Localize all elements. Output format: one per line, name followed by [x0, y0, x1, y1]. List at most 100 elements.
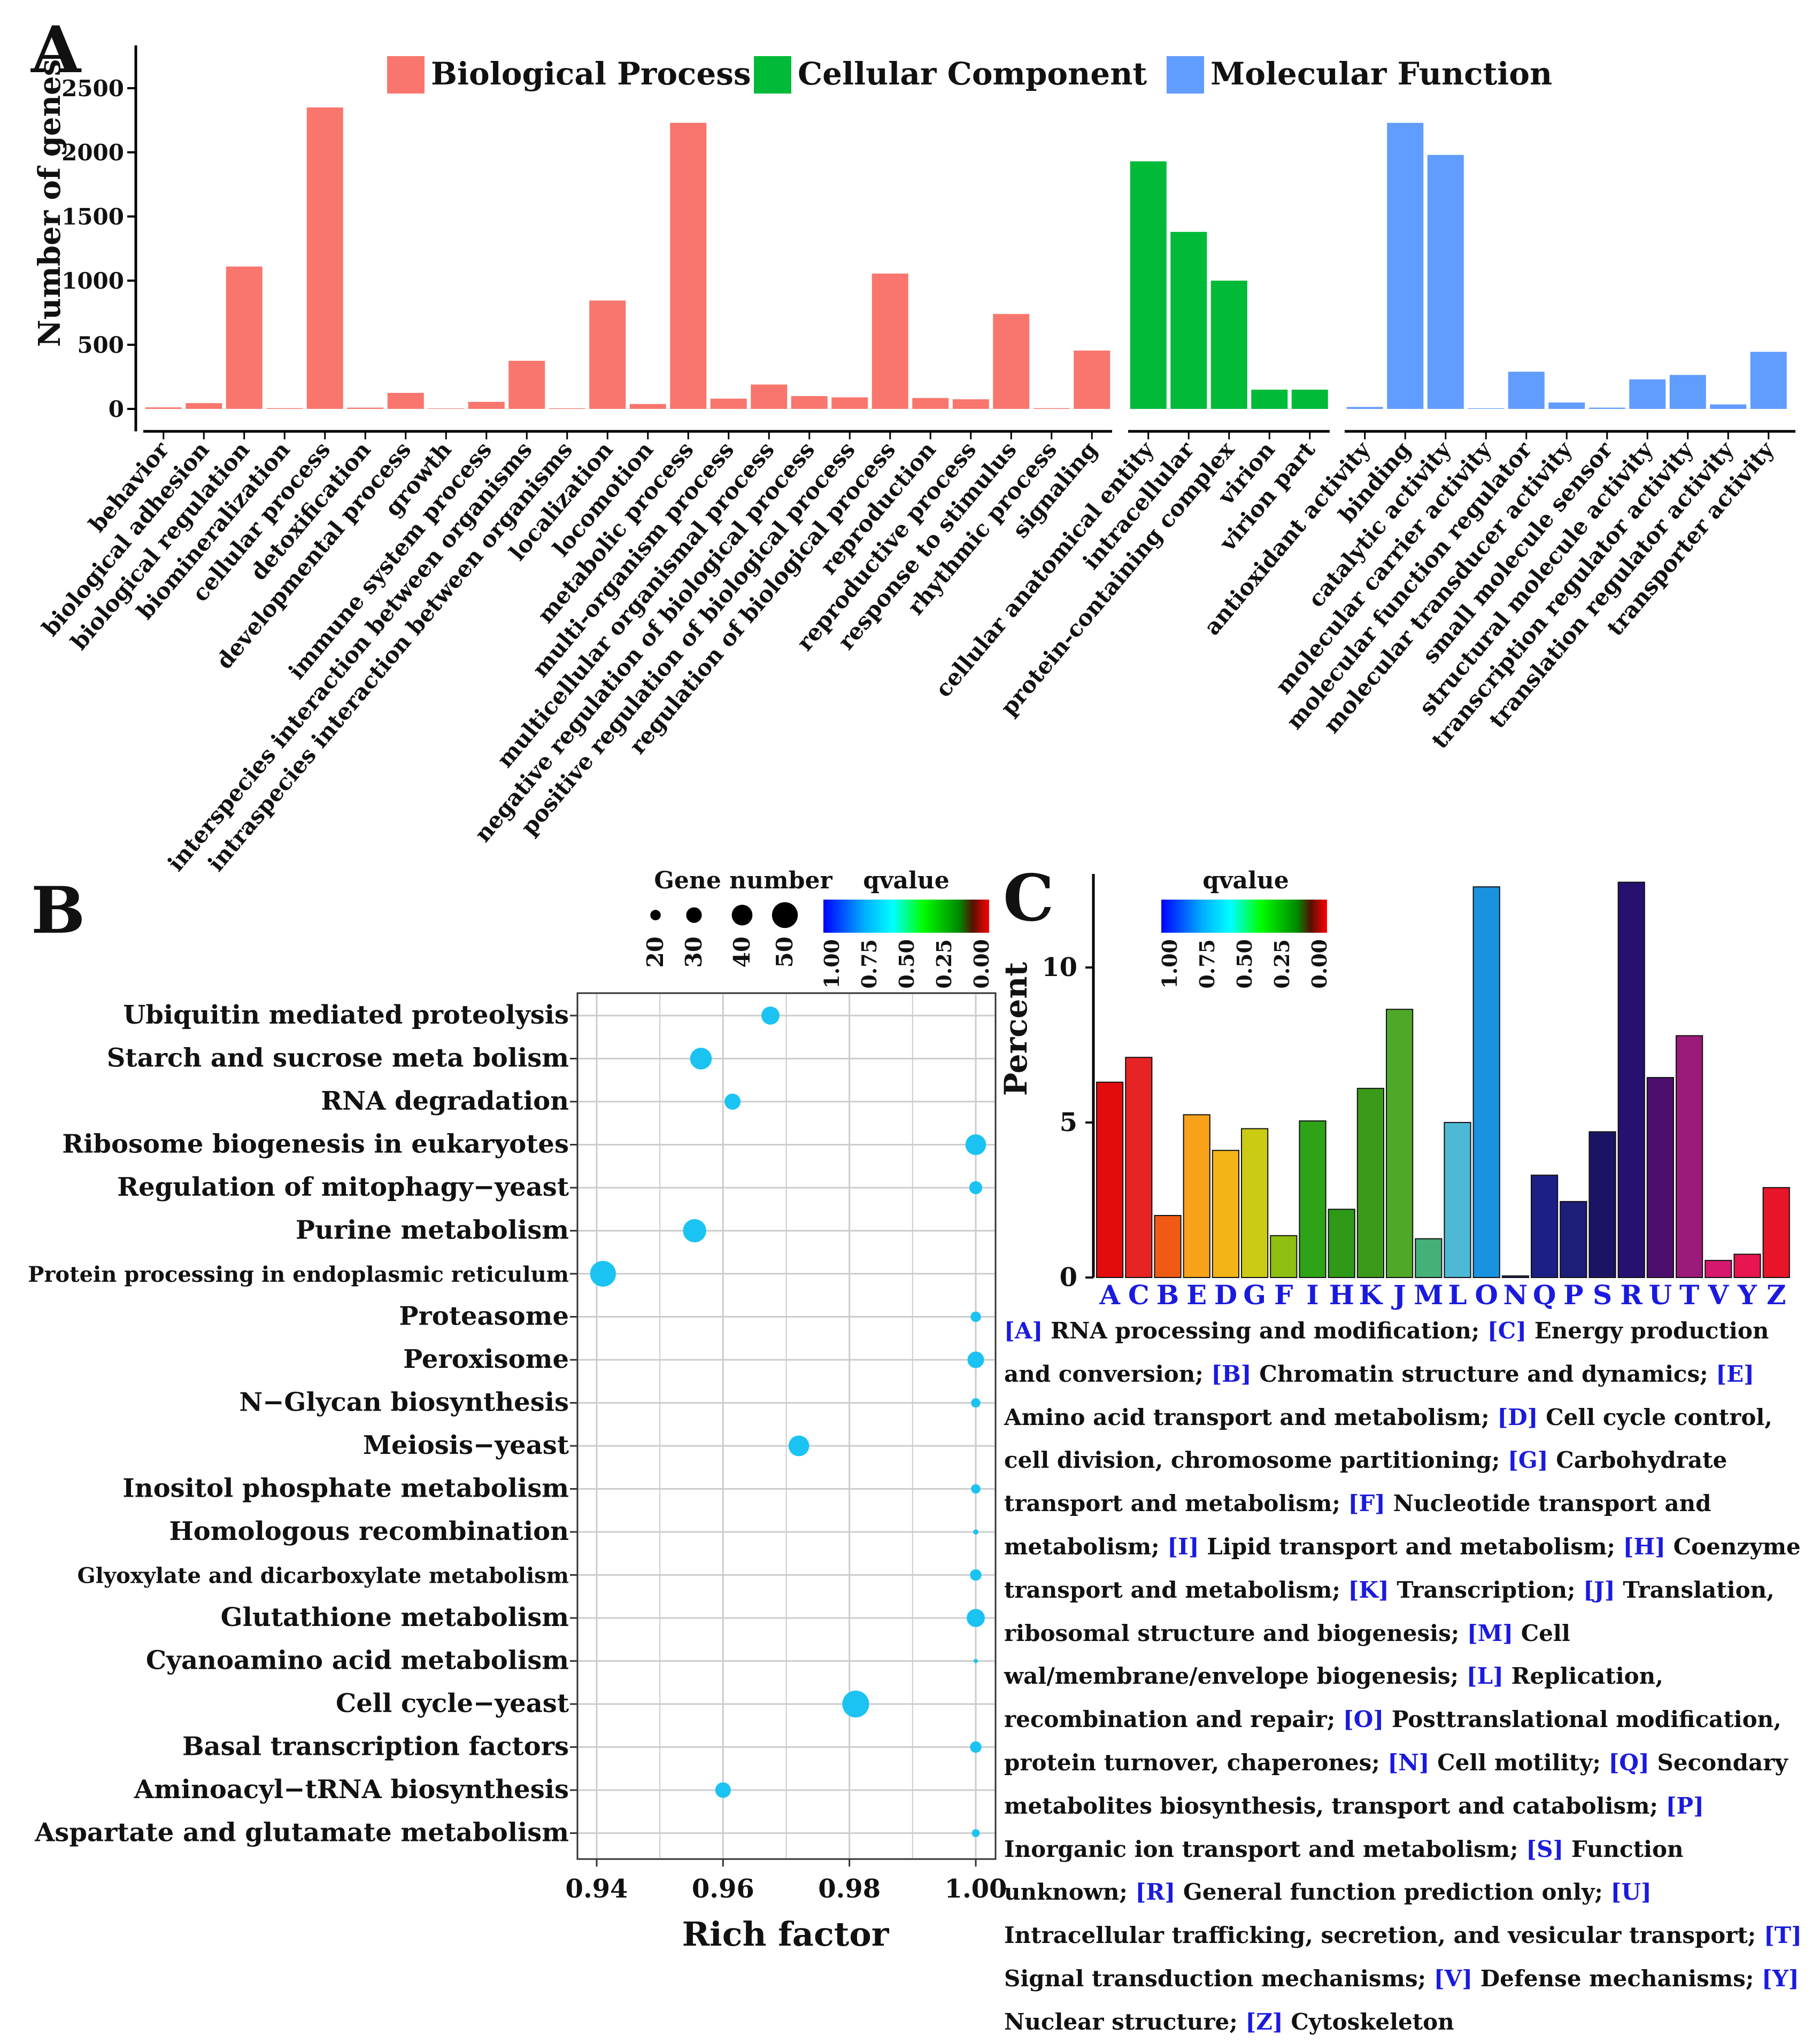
- bar-L: [1444, 1122, 1471, 1278]
- legend-code: [T]: [1763, 1922, 1802, 1949]
- panel-c-bars: [1096, 881, 1790, 1279]
- point-Proteasome: [970, 1311, 981, 1322]
- bar-behavior: [145, 407, 182, 409]
- panel-b-color-legend-bar: [823, 900, 989, 933]
- bar-S: [1588, 1131, 1616, 1278]
- bar-virion: [1251, 390, 1288, 409]
- legend-description: Lipid transport and metabolism;: [1199, 1533, 1623, 1560]
- x-tick-label: 0.98: [818, 1874, 881, 1904]
- pathway-label: Starch and sucrose meta bolism: [107, 1043, 569, 1073]
- bar-detoxification: [347, 407, 384, 409]
- y-tick-label: 2500: [61, 75, 124, 102]
- legend-description: Carbohydrate transport and metabolism;: [1004, 1447, 1728, 1517]
- point-Peroxisome: [967, 1351, 984, 1368]
- point-Basal-transcription-factors: [970, 1741, 982, 1753]
- legend-code: [L]: [1466, 1663, 1503, 1690]
- pathway-label: Ribosome biogenesis in eukaryotes: [62, 1129, 569, 1159]
- panel-a-legend: Biological Process Cellular Component Mole…: [387, 56, 1552, 94]
- legend-code: [H]: [1623, 1533, 1666, 1560]
- bar-J: [1386, 1009, 1414, 1279]
- pathway-label: Protein processing in endoplasmic reticu…: [28, 1262, 569, 1287]
- panel-c-color-legend-bar: [1161, 900, 1327, 933]
- pathway-label: Aspartate and glutamate metabolism: [34, 1818, 569, 1848]
- x-tick-label: 0.96: [692, 1874, 754, 1904]
- point-Glutathione-metabolism: [967, 1609, 985, 1627]
- bar-Q: [1531, 1174, 1559, 1279]
- bar-R: [1617, 881, 1645, 1278]
- point-Homologous-recombination: [973, 1529, 978, 1535]
- bar-protein-containing-complex: [1210, 281, 1247, 409]
- pathway-label: Homologous recombination: [169, 1516, 569, 1546]
- legend-description: Nucleotide transport and metabolism;: [1004, 1490, 1711, 1560]
- legend-code: [P]: [1665, 1792, 1704, 1819]
- size-legend-label: 30: [681, 936, 707, 967]
- bar-interspecies-interaction-between-organisms: [508, 361, 545, 409]
- bar-F: [1270, 1235, 1298, 1278]
- y-tick-label: 0: [1060, 1263, 1077, 1292]
- legend-description: Secondary metabolites biosynthesis, tran…: [1004, 1749, 1788, 1819]
- legend-description: Chromatin structure and dynamics;: [1251, 1360, 1716, 1387]
- bar-molecular-transducer-activity: [1548, 402, 1585, 409]
- bar-T: [1676, 1035, 1703, 1278]
- pathway-label: Peroxisome: [403, 1344, 569, 1374]
- legend-swatch-0: [387, 56, 425, 94]
- x-tick-label: 0.94: [566, 1874, 628, 1904]
- figure-canvas: A B C Number of genes 050010001500200025…: [28, 12, 1795, 1954]
- bar-C: [1125, 1057, 1153, 1278]
- bar-K: [1356, 1088, 1385, 1278]
- legend-code: [N]: [1387, 1749, 1430, 1776]
- panel-c-y-label: Percent: [998, 962, 1034, 1096]
- panel-a-y-ticks: 0 500 1000 1500 2000 2500: [61, 75, 136, 422]
- panel-label-a: A: [30, 12, 82, 88]
- bar-A: [1096, 1081, 1124, 1278]
- pathway-label: Aminoacyl−tRNA biosynthesis: [134, 1775, 569, 1805]
- x-tick-label: O: [1475, 1279, 1498, 1311]
- bar-molecular-carrier-activity: [1468, 408, 1505, 409]
- size-legend-label: 40: [729, 936, 755, 967]
- pathway-label: Ubiquitin mediated proteolysis: [123, 1000, 569, 1030]
- bar-V: [1705, 1260, 1732, 1279]
- color-legend-label: 0.75: [857, 939, 881, 989]
- color-legend-label: 1.00: [1158, 939, 1182, 989]
- bar-U: [1646, 1077, 1675, 1279]
- legend-description: Defense mechanisms;: [1472, 1965, 1762, 1992]
- x-tick-label: G: [1243, 1279, 1266, 1311]
- bar-binding: [1387, 122, 1424, 409]
- figure: A B C Number of genes 0 500 1000 1500 2000 25…: [28, 12, 1802, 2035]
- panel-b-points: [590, 1006, 986, 1837]
- legend-code: [I]: [1167, 1533, 1199, 1560]
- bar-response-to-stimulus: [993, 314, 1030, 409]
- y-tick-label: 1000: [61, 268, 124, 294]
- legend-code: [F]: [1348, 1490, 1386, 1517]
- x-tick-label: T: [1679, 1279, 1699, 1311]
- size-legend-dot: [772, 902, 798, 928]
- x-tick-label: F: [1274, 1279, 1293, 1311]
- bar-O: [1472, 886, 1500, 1278]
- bar-catalytic-activity: [1427, 154, 1464, 409]
- point-Cell-cycle−yeast: [842, 1690, 869, 1718]
- bar-I: [1299, 1120, 1327, 1279]
- x-tick-label: J: [1391, 1279, 1406, 1311]
- bar-translation-regulator-activity: [1710, 404, 1747, 409]
- legend-code: [J]: [1583, 1576, 1615, 1603]
- legend-description: Nuclear structure;: [1004, 2008, 1246, 2035]
- panel-b-size-legend: 20 30 40 50: [642, 902, 798, 967]
- x-tick-label: V: [1707, 1279, 1729, 1311]
- color-legend-label: 0.25: [1270, 939, 1294, 989]
- legend-code: [M]: [1467, 1620, 1514, 1646]
- point-Meiosis−yeast: [788, 1435, 809, 1457]
- x-tick-label: biological adhesion: [37, 437, 214, 641]
- panel-c-color-legend-title: qvalue: [1202, 867, 1289, 894]
- legend-code: [C]: [1487, 1318, 1527, 1344]
- bar-transcription-regulator-activity: [1669, 375, 1706, 409]
- bar-P: [1560, 1201, 1587, 1278]
- legend-description: Transcription;: [1389, 1576, 1584, 1603]
- x-tick-label: 1.00: [945, 1874, 1007, 1904]
- x-tick-label: Y: [1737, 1279, 1757, 1311]
- legend-code: [G]: [1508, 1447, 1548, 1474]
- legend-description: RNA processing and modification;: [1043, 1318, 1487, 1344]
- x-tick-label: S: [1593, 1279, 1612, 1311]
- point-Aspartate-and-glutamate-metabolism: [971, 1829, 980, 1837]
- bar-rhythmic-process: [1033, 408, 1070, 409]
- legend-code: [Y]: [1762, 1965, 1799, 1992]
